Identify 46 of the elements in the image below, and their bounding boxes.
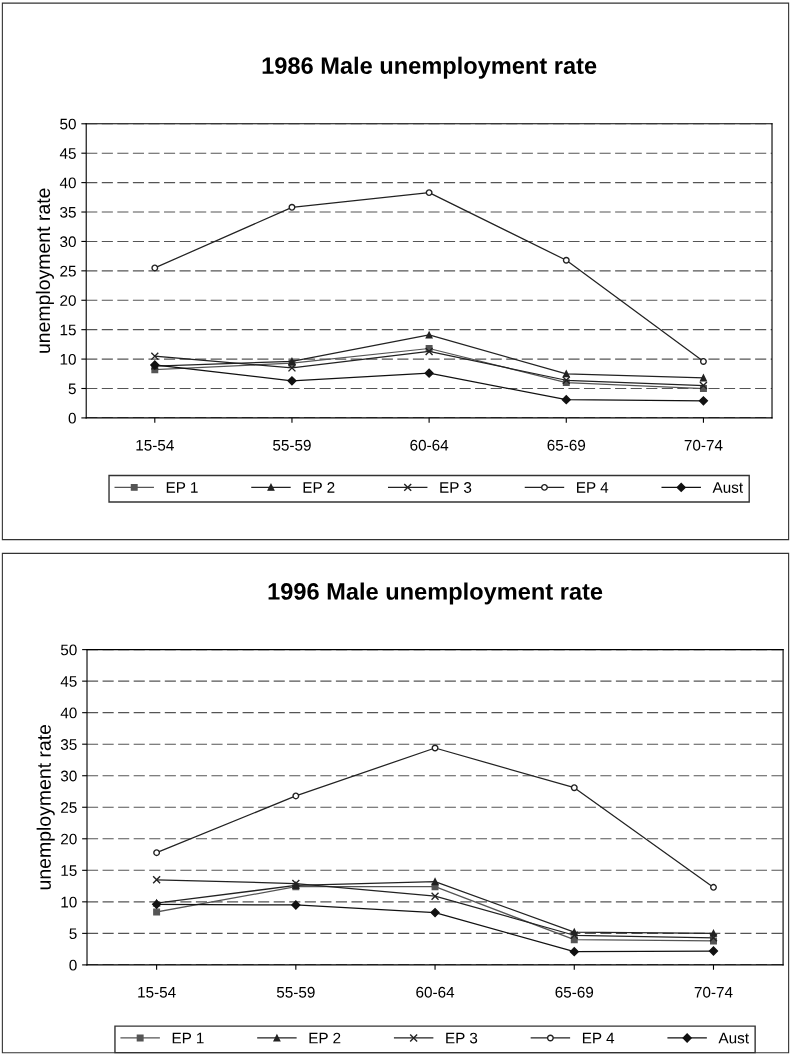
y-tick-label: 45 xyxy=(60,676,77,687)
legend-label: EP 2 xyxy=(303,482,335,493)
x-tick-label: 65-69 xyxy=(547,439,586,451)
y-tick-label: 40 xyxy=(60,707,77,719)
x-tick-label: 60-64 xyxy=(410,439,449,451)
x-tick-label: 70-74 xyxy=(694,986,733,998)
y-axis-title: unemployment rate xyxy=(36,724,55,890)
y-tick-label: 5 xyxy=(68,383,76,395)
y-tick-label: 20 xyxy=(60,295,76,306)
x-tick-label: 55-59 xyxy=(276,986,315,998)
legend-label: EP 4 xyxy=(577,482,609,493)
y-tick-label: 20 xyxy=(61,833,77,845)
y-tick-label: 35 xyxy=(60,206,76,218)
legend-label: EP 3 xyxy=(446,1032,478,1044)
x-tick-label: 70-74 xyxy=(684,439,723,451)
y-tick-label: 50 xyxy=(60,644,77,656)
legend-label: EP 1 xyxy=(166,482,198,493)
legend-label: Aust xyxy=(712,482,743,493)
y-tick-label: 0 xyxy=(68,412,76,424)
chart-title: 1996 Male unemployment rate xyxy=(268,582,603,605)
y-tick-label: 15 xyxy=(61,865,77,876)
x-tick-label: 60-64 xyxy=(416,986,455,998)
x-tick-label: 65-69 xyxy=(555,986,594,998)
y-tick-label: 25 xyxy=(61,802,77,813)
y-tick-label: 0 xyxy=(69,959,77,971)
x-tick-label: 15-54 xyxy=(136,440,174,451)
y-tick-label: 5 xyxy=(69,928,77,940)
y-tick-label: 30 xyxy=(60,236,76,248)
y-tick-label: 40 xyxy=(59,177,76,189)
y-tick-label: 10 xyxy=(60,353,76,365)
y-tick-label: 25 xyxy=(60,265,76,277)
y-tick-label: 35 xyxy=(60,739,77,750)
chart-title: 1986 Male unemployment rate xyxy=(262,56,597,79)
y-tick-label: 50 xyxy=(60,118,76,130)
y-tick-label: 10 xyxy=(61,896,77,908)
y-axis-title: unemployment rate xyxy=(35,188,54,353)
y-tick-label: 15 xyxy=(60,324,76,336)
x-tick-label: 55-59 xyxy=(273,439,311,451)
legend-label: EP 2 xyxy=(309,1032,341,1044)
x-tick-label: 15-54 xyxy=(138,986,176,998)
y-tick-label: 45 xyxy=(59,148,76,159)
legend-label: EP 3 xyxy=(440,482,472,493)
legend-label: EP 1 xyxy=(172,1032,204,1044)
legend-label: Aust xyxy=(718,1032,749,1044)
y-tick-label: 30 xyxy=(60,770,77,782)
legend-label: EP 4 xyxy=(582,1032,615,1044)
